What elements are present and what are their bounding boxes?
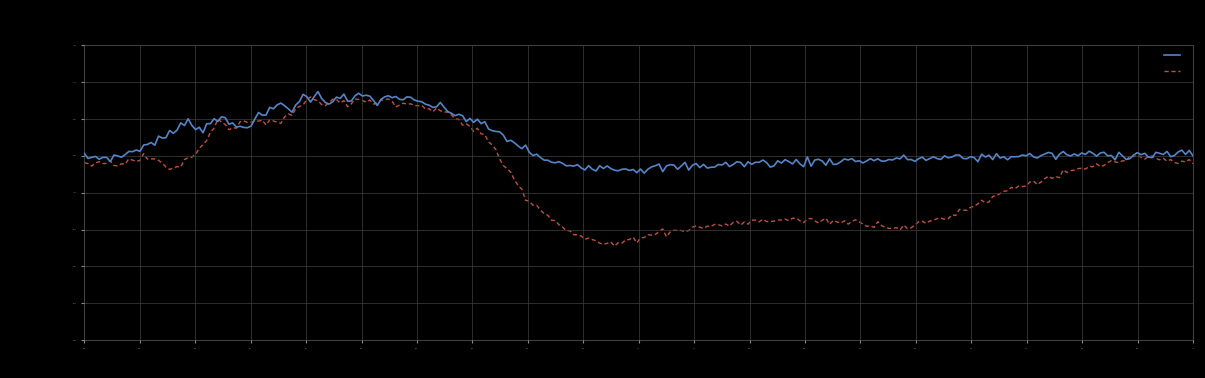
Legend: , : ,	[1162, 50, 1189, 77]
